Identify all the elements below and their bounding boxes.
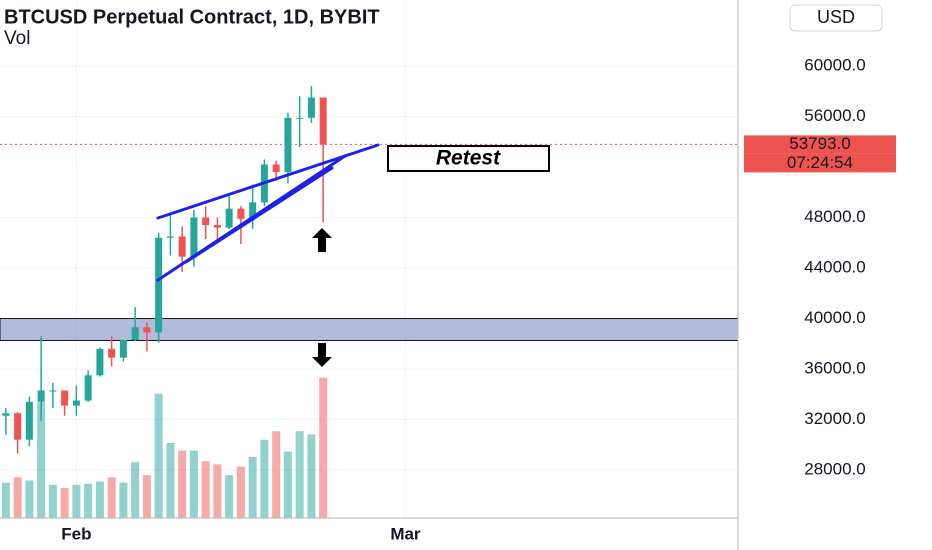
volume-bar	[48, 484, 57, 518]
volume-bar	[319, 377, 328, 518]
y-tick-label: 40000.0	[804, 308, 865, 327]
volume-bar	[154, 393, 163, 518]
candle-layer	[2, 86, 327, 454]
candle-body	[119, 339, 127, 358]
arrows	[312, 228, 332, 367]
down-arrow	[312, 343, 332, 367]
volume-bar	[236, 466, 245, 518]
volume-bar	[107, 477, 116, 518]
up-arrow	[312, 228, 332, 252]
countdown: 07:24:54	[787, 153, 853, 172]
volume-bar	[201, 461, 210, 518]
candle-body	[190, 217, 198, 257]
y-tick-label: 28000.0	[804, 460, 865, 479]
last-price-box	[744, 135, 896, 154]
candle-body	[225, 208, 233, 228]
volume-bar	[166, 443, 175, 518]
candle-body	[296, 117, 304, 119]
currency-label[interactable]: USD	[817, 7, 855, 27]
subtitle: Vol	[4, 28, 30, 49]
candle-body	[49, 390, 57, 392]
candle-body	[25, 401, 33, 440]
grid	[0, 0, 738, 518]
trend-line	[184, 166, 334, 264]
candle-body	[155, 237, 163, 333]
volume-bar	[283, 451, 292, 518]
candle-body	[237, 208, 245, 219]
annotation-box	[387, 145, 550, 172]
volume-bar	[272, 431, 281, 518]
volume-bar	[72, 484, 81, 518]
volume-bar	[225, 475, 234, 518]
x-tick-label: Mar	[390, 524, 421, 543]
candle-body	[166, 236, 174, 238]
chart-title: BTCUSD Perpetual Contract, 1D, BYBIT	[4, 6, 380, 28]
candle-body	[178, 236, 186, 257]
y-tick-label: 44000.0	[804, 258, 865, 277]
volume-layer	[1, 377, 328, 518]
candle-body	[96, 348, 104, 376]
y-tick-label: 32000.0	[804, 409, 865, 428]
y-tick-label: 56000.0	[804, 106, 865, 125]
volume-bar	[248, 456, 257, 518]
volume-bar	[131, 462, 140, 518]
volume-bar	[178, 450, 187, 518]
candle-body	[143, 327, 151, 333]
x-tick-label: Feb	[61, 524, 91, 543]
drawings	[156, 143, 380, 282]
annotation: Retest	[436, 147, 501, 170]
volume-bar	[295, 431, 304, 518]
y-tick-label: 60000.0	[804, 56, 865, 75]
candle-body	[213, 225, 221, 228]
candle-body	[202, 217, 210, 226]
countdown-box	[744, 153, 896, 173]
volume-bar	[13, 477, 22, 518]
candle-body	[61, 390, 69, 406]
volume-bar	[142, 475, 151, 518]
volume-bar	[60, 488, 69, 518]
candle-body	[2, 413, 10, 416]
volume-bar	[119, 482, 128, 518]
volume-bar	[37, 402, 46, 518]
y-tick-label: 48000.0	[804, 207, 865, 226]
support-zone	[0, 318, 739, 341]
volume-bar	[84, 483, 93, 518]
candle-body	[319, 97, 327, 145]
candle-body	[272, 164, 280, 173]
candle-body	[108, 348, 116, 358]
volume-bar	[95, 481, 104, 518]
y-tick-label: 36000.0	[804, 359, 865, 378]
volume-bar	[307, 434, 316, 518]
candle-body	[37, 390, 45, 402]
candle-body	[249, 202, 257, 219]
candle-body	[284, 117, 292, 173]
volume-bar	[1, 482, 10, 518]
candle-body	[131, 327, 139, 340]
candle-body	[14, 413, 22, 440]
volume-bar	[189, 450, 198, 518]
currency-button[interactable]	[789, 4, 883, 32]
volume-bar	[213, 464, 222, 518]
candle-body	[72, 400, 80, 406]
axis-layer: 28000.0 32000.0 36000.0 40000.0 44000.0 48000…	[61, 56, 896, 543]
candle-body	[84, 375, 92, 401]
volume-bar	[25, 480, 34, 518]
last-price-label: 53793.0	[789, 134, 850, 153]
volume-bar	[260, 439, 269, 518]
zone-layer	[0, 318, 739, 341]
candle-body	[307, 97, 315, 118]
